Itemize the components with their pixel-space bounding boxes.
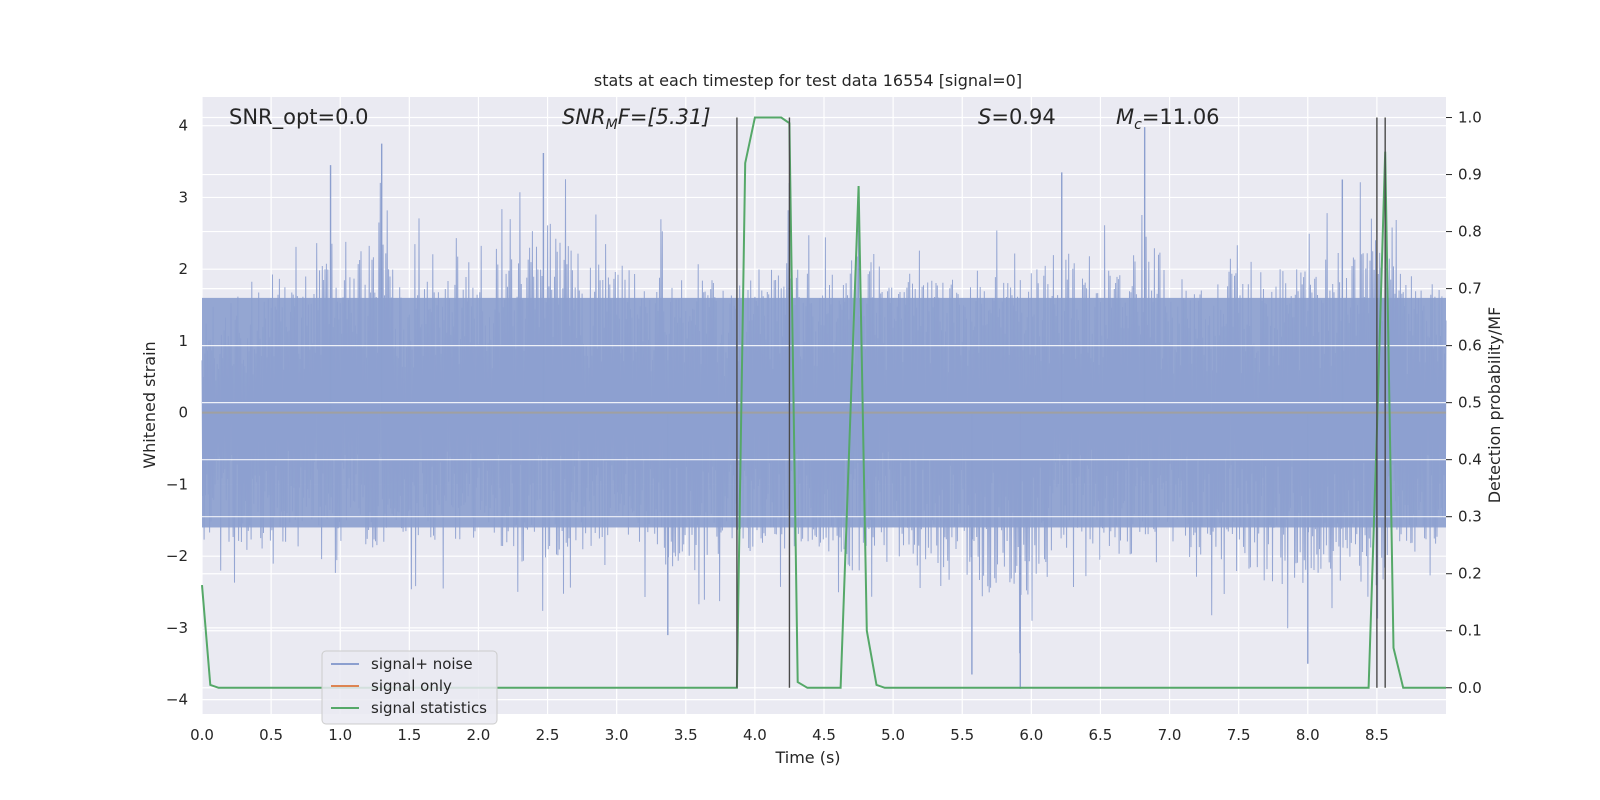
x-tick-label: 4.5 [812,726,836,744]
x-tick-label: 0.0 [190,726,214,744]
y2-tick-label: 0.1 [1458,622,1482,640]
x-axis-ticks: 0.0 0.5 1.0 1.5 2.0 2.5 3.0 3.5 4.0 4.5 5.0 5.5 6.0 6… [190,726,1389,744]
x-tick-label: 8.0 [1296,726,1320,744]
chart-title: stats at each timestep for test data 165… [594,71,1022,90]
y-tick-label: −1 [166,475,188,493]
y-tick-label: −4 [166,691,188,709]
y2-axis-ticks: 1.0 0.9 0.8 0.7 0.6 0.5 0.4 0.3 0.2 0.1 0.0 [1446,109,1482,697]
y2-tick-label: 0.2 [1458,565,1482,583]
y-tick-label: −2 [166,547,188,565]
x-tick-label: 7.5 [1227,726,1251,744]
y-tick-label: −3 [166,619,188,637]
x-tick-label: 2.5 [536,726,560,744]
annotation-snr-mf: SNRMF=[5.31] [562,105,711,133]
x-tick-label: 1.0 [328,726,352,744]
y2-axis-label: Detection probability/MF [1485,307,1504,504]
x-tick-label: 1.5 [397,726,421,744]
y2-tick-label: 0.4 [1458,451,1482,469]
y2-tick-label: 0.3 [1458,508,1482,526]
y-tick-label: 3 [178,188,188,206]
x-axis-label: Time (s) [774,748,840,767]
x-tick-label: 3.5 [674,726,698,744]
y-axis-ticks: 4 3 2 1 0 −1 −2 −3 −4 [166,117,188,709]
detection-markers [736,117,1386,688]
x-tick-label: 0.5 [259,726,283,744]
x-tick-label: 3.0 [605,726,629,744]
y2-tick-label: 1.0 [1458,109,1482,127]
x-tick-label: 5.5 [950,726,974,744]
y2-tick-label: 0.8 [1458,223,1482,241]
x-tick-label: 6.0 [1019,726,1043,744]
y2-tick-label: 0.0 [1458,679,1482,697]
x-tick-label: 6.5 [1089,726,1113,744]
y-tick-label: 2 [178,260,188,278]
y2-tick-label: 0.6 [1458,337,1482,355]
legend-label-noise: signal+ noise [371,655,473,673]
x-tick-label: 8.5 [1365,726,1389,744]
legend-label-stats: signal statistics [371,699,487,717]
x-tick-label: 2.0 [467,726,491,744]
stats-line [201,116,1446,689]
legend: signal+ noise signal only signal statist… [321,650,498,725]
x-tick-label: 7.0 [1158,726,1182,744]
y-tick-label: 4 [178,117,188,135]
y2-tick-label: 0.9 [1458,166,1482,184]
y-axis-label: Whitened strain [140,341,159,468]
y2-tick-label: 0.7 [1458,280,1482,298]
y-tick-label: 1 [178,332,188,350]
annotation-mc: Mc=11.06 [1116,105,1220,133]
signal-statistics-series [201,116,1446,689]
x-tick-label: 5.0 [881,726,905,744]
y2-tick-label: 0.5 [1458,394,1482,412]
annotation-s: S=0.94 [978,105,1056,129]
x-tick-label: 4.0 [743,726,767,744]
y-tick-label: 0 [178,404,188,422]
annotation-snr-opt: SNR_opt=0.0 [229,105,369,130]
legend-box [321,650,498,725]
legend-label-signal: signal only [371,677,452,695]
